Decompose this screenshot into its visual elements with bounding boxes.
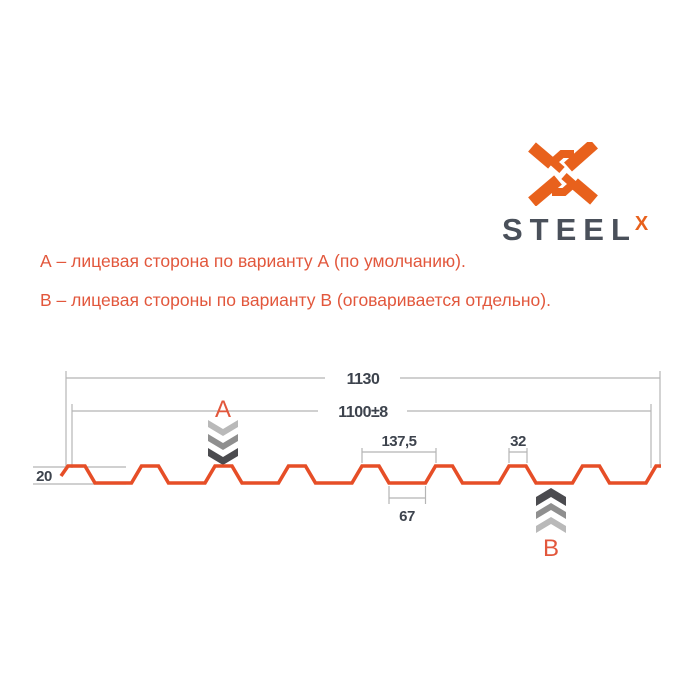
- logo-wordmark: STEELX: [502, 212, 650, 248]
- chevron-up-icon: [536, 488, 566, 506]
- dim-label-32: 32: [510, 433, 526, 450]
- variant-b-marker: В: [536, 488, 566, 562]
- steelx-logo: STEELX: [500, 140, 660, 250]
- steelx-x-icon: [528, 142, 598, 206]
- chevron-up-icon: [536, 517, 566, 533]
- variant-a-label: А: [215, 396, 231, 423]
- chevron-down-icon: [208, 448, 238, 465]
- dim-label-67: 67: [399, 508, 415, 525]
- dim-label-20: 20: [36, 468, 52, 485]
- chevron-down-icon: [208, 434, 238, 450]
- dim-label-137-5: 137,5: [381, 433, 416, 450]
- chevron-up-icon: [536, 503, 566, 519]
- dimension-rib-top: 32: [508, 433, 528, 463]
- variant-b-label: В: [543, 535, 559, 562]
- note-variant-a: А – лицевая сторона по варианту А (по ум…: [40, 251, 466, 271]
- chevron-down-icon: [208, 420, 238, 436]
- profile-outline: [59, 464, 661, 485]
- dimension-rib-pitch: 137,5: [361, 433, 437, 463]
- dimension-cover-width: 1100±8: [71, 404, 652, 468]
- variant-a-marker: А: [208, 396, 238, 465]
- dim-label-1130: 1130: [347, 371, 380, 388]
- logo-brand-text: STEEL: [502, 212, 637, 247]
- logo-suffix-x: X: [634, 213, 649, 235]
- note-variant-b: В – лицевая стороны по варианту В (огова…: [40, 290, 551, 310]
- dimension-rib-base: 67: [388, 486, 427, 525]
- dimension-overall-width: 1130: [65, 371, 661, 468]
- dim-label-1100: 1100±8: [338, 404, 388, 421]
